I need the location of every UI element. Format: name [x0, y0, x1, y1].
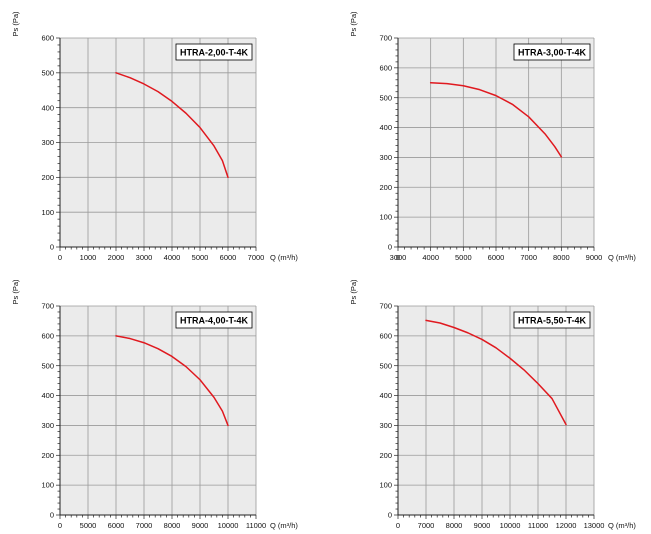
legend-box [513, 311, 591, 329]
y-tick-label: 0 [50, 511, 54, 520]
y-tick-label: 500 [41, 361, 54, 370]
y-tick-label: 0 [388, 243, 392, 252]
y-tick-label: 400 [41, 391, 54, 400]
legend-label: HTRA-5,50-T-4K [518, 316, 587, 326]
x-tick-label: 5000 [80, 521, 97, 530]
series-line [429, 82, 563, 158]
y-tick-label: 600 [41, 331, 54, 340]
x-tick-label: 6000 [488, 253, 505, 262]
x-tick-label: 13000 [584, 521, 605, 530]
x-tick-label: 3000 [390, 253, 407, 262]
y-tick-label: 200 [41, 173, 54, 182]
x-axis-label: Q (m³/h) [608, 521, 636, 530]
x-tick-label: 6000 [108, 521, 125, 530]
legend-label: HTRA-4,00-T-4K [180, 316, 249, 326]
x-tick-label: 7000 [136, 521, 153, 530]
y-tick-label: 400 [379, 391, 392, 400]
x-axis-label: Q (m³/h) [270, 521, 298, 530]
x-tick-label: 11000 [246, 521, 266, 530]
y-tick-label: 700 [379, 34, 392, 43]
y-tick-label: 600 [379, 331, 392, 340]
legend-box [513, 43, 591, 61]
x-axis-label: Q (m³/h) [608, 253, 636, 262]
plot-area [398, 306, 594, 515]
x-tick-label: 8000 [446, 521, 463, 530]
y-axis-label: Ps (Pa) [349, 11, 358, 37]
x-tick-label: 3000 [136, 253, 153, 262]
y-axis-label: Ps (Pa) [349, 279, 358, 305]
legend-label: HTRA-3,00-T-4K [518, 48, 587, 58]
x-axis-label: Q (m³/h) [270, 253, 298, 262]
y-tick-label: 100 [41, 208, 54, 217]
series-line [115, 72, 229, 179]
y-tick-label: 400 [379, 123, 392, 132]
x-tick-label: 9000 [586, 253, 603, 262]
y-tick-label: 200 [379, 183, 392, 192]
x-tick-label: 0 [396, 521, 400, 530]
y-tick-label: 500 [41, 68, 54, 77]
y-tick-label: 100 [379, 213, 392, 222]
y-tick-label: 600 [41, 34, 54, 43]
y-tick-label: 500 [379, 93, 392, 102]
x-tick-label: 5000 [455, 253, 472, 262]
x-tick-label: 10000 [218, 521, 239, 530]
legend-box [175, 311, 253, 329]
x-tick-label: 11000 [528, 521, 548, 530]
y-tick-label: 700 [41, 302, 54, 311]
y-tick-label: 200 [41, 451, 54, 460]
x-tick-label: 9000 [474, 521, 491, 530]
x-tick-label: 5000 [192, 253, 209, 262]
y-tick-label: 300 [379, 421, 392, 430]
y-tick-label: 100 [379, 481, 392, 490]
y-tick-label: 500 [379, 361, 392, 370]
x-tick-label: 0 [396, 253, 400, 262]
x-tick-label: 1000 [80, 253, 97, 262]
x-tick-label: 7000 [248, 253, 265, 262]
x-tick-label: 10000 [500, 521, 521, 530]
legend-box [175, 43, 253, 61]
x-tick-label: 9000 [192, 521, 209, 530]
y-tick-label: 700 [379, 302, 392, 311]
x-tick-label: 4000 [422, 253, 439, 262]
y-axis-label: Ps (Pa) [11, 11, 20, 37]
y-tick-label: 400 [41, 103, 54, 112]
y-tick-label: 0 [50, 243, 54, 252]
x-tick-label: 8000 [164, 521, 181, 530]
x-tick-label: 8000 [553, 253, 570, 262]
x-tick-label: 12000 [556, 521, 577, 530]
x-tick-label: 7000 [520, 253, 537, 262]
series-line [115, 335, 229, 427]
y-tick-label: 300 [41, 138, 54, 147]
series-line [425, 319, 567, 426]
x-tick-label: 7000 [418, 521, 435, 530]
legend-label: HTRA-2,00-T-4K [180, 48, 249, 58]
y-tick-label: 300 [41, 421, 54, 430]
y-tick-label: 200 [379, 451, 392, 460]
y-axis-label: Ps (Pa) [11, 279, 20, 305]
y-tick-label: 600 [379, 63, 392, 72]
x-tick-label: 6000 [220, 253, 237, 262]
y-tick-label: 100 [41, 481, 54, 490]
x-tick-label: 2000 [108, 253, 125, 262]
plot-area [60, 306, 256, 515]
y-tick-label: 0 [388, 511, 392, 520]
x-tick-label: 4000 [164, 253, 181, 262]
x-tick-label: 0 [58, 521, 62, 530]
x-tick-label: 0 [58, 253, 62, 262]
y-tick-label: 300 [379, 153, 392, 162]
